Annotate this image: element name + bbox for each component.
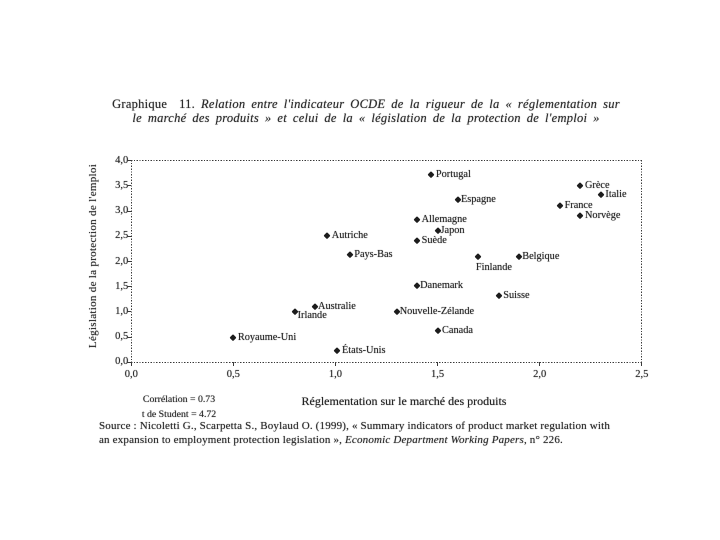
y-tick-mark: [127, 311, 132, 313]
point-label: Royaume-Uni: [237, 331, 297, 343]
point-label: Australie: [318, 300, 356, 312]
point-label: Belgique: [522, 250, 560, 262]
source-text-line2: an expansion to employment protection le…: [99, 433, 345, 446]
y-tick-label: 0,5: [115, 331, 129, 343]
y-tick-label: 3,5: [115, 179, 129, 191]
x-tick-mark: [130, 362, 132, 367]
student-t-value: t de Student = 4.72: [141, 409, 217, 420]
y-tick-label: 4,0: [115, 154, 129, 166]
y-tick-label: 1,0: [115, 305, 129, 317]
y-tick-mark: [127, 185, 132, 187]
point-label: Suisse: [503, 290, 530, 302]
figure-title-line2: le marché des produits » et celui de la …: [132, 110, 600, 125]
point-label: Portugal: [435, 169, 471, 181]
y-tick-label: 1,5: [115, 280, 129, 292]
x-tick-label: 0,0: [124, 369, 138, 381]
point-label: Allemagne: [421, 214, 467, 226]
x-tick-mark: [334, 362, 336, 367]
y-tick-mark: [127, 261, 132, 262]
y-tick-mark: [127, 286, 132, 288]
point-label: Suède: [421, 235, 447, 247]
point-label: Pays-Bas: [354, 248, 393, 260]
x-tick-mark: [232, 362, 234, 367]
x-tick-label: 2,0: [533, 369, 547, 381]
figure-title-line1: Relation entre l'indicateur OCDE de la r…: [201, 97, 620, 111]
y-tick-mark: [127, 235, 132, 237]
y-tick-label: 2,5: [115, 230, 129, 242]
y-tick-mark: [127, 160, 132, 162]
y-tick-label: 0,0: [115, 356, 129, 368]
point-label: Irlande: [297, 309, 327, 321]
source-text-line1: Source : Nicoletti G., Scarpetta S., Boy…: [99, 420, 611, 432]
point-label: Grèce: [584, 179, 610, 191]
plot-area: [131, 160, 642, 363]
y-tick-label: 3,0: [115, 205, 129, 217]
x-tick-mark: [437, 362, 439, 367]
y-tick-label: 2,0: [115, 255, 129, 267]
point-label: Danemark: [420, 279, 464, 291]
y-tick-mark: [127, 210, 132, 212]
figure-title: Graphique 11. Relation entre l'indicateu…: [100, 97, 632, 125]
point-label: Italie: [605, 189, 627, 201]
point-label: Finlande: [475, 262, 512, 274]
y-tick-mark: [127, 361, 132, 363]
x-tick-mark: [539, 362, 541, 367]
point-label: Nouvelle-Zélande: [399, 305, 475, 317]
source-journal: Economic Department Working Papers: [345, 433, 524, 446]
point-label: Autriche: [331, 230, 368, 242]
x-tick-label: 0,5: [226, 369, 240, 381]
point-label: États-Unis: [341, 344, 386, 356]
point-label: Espagne: [460, 194, 496, 206]
figure-number: Graphique 11.: [112, 97, 196, 111]
x-tick-mark: [641, 362, 643, 367]
x-tick-label: 1,0: [328, 369, 342, 381]
y-tick-mark: [127, 336, 132, 338]
point-label: Norvège: [584, 210, 621, 222]
source-issue: , n° 226.: [523, 433, 563, 446]
point-label: Japon: [440, 224, 465, 236]
x-tick-label: 2,5: [635, 369, 649, 381]
source-note: Source : Nicoletti G., Scarpetta S., Boy…: [99, 420, 699, 447]
point-label: Canada: [442, 324, 473, 336]
stats-block: Corrélation = 0.73 t de Student = 4.72: [119, 392, 239, 422]
correlation-value: Corrélation = 0.73: [142, 394, 216, 405]
point-label: France: [564, 199, 593, 211]
x-axis-title: Réglementation sur le marché des produit…: [301, 394, 507, 408]
x-tick-label: 1,5: [430, 369, 445, 381]
